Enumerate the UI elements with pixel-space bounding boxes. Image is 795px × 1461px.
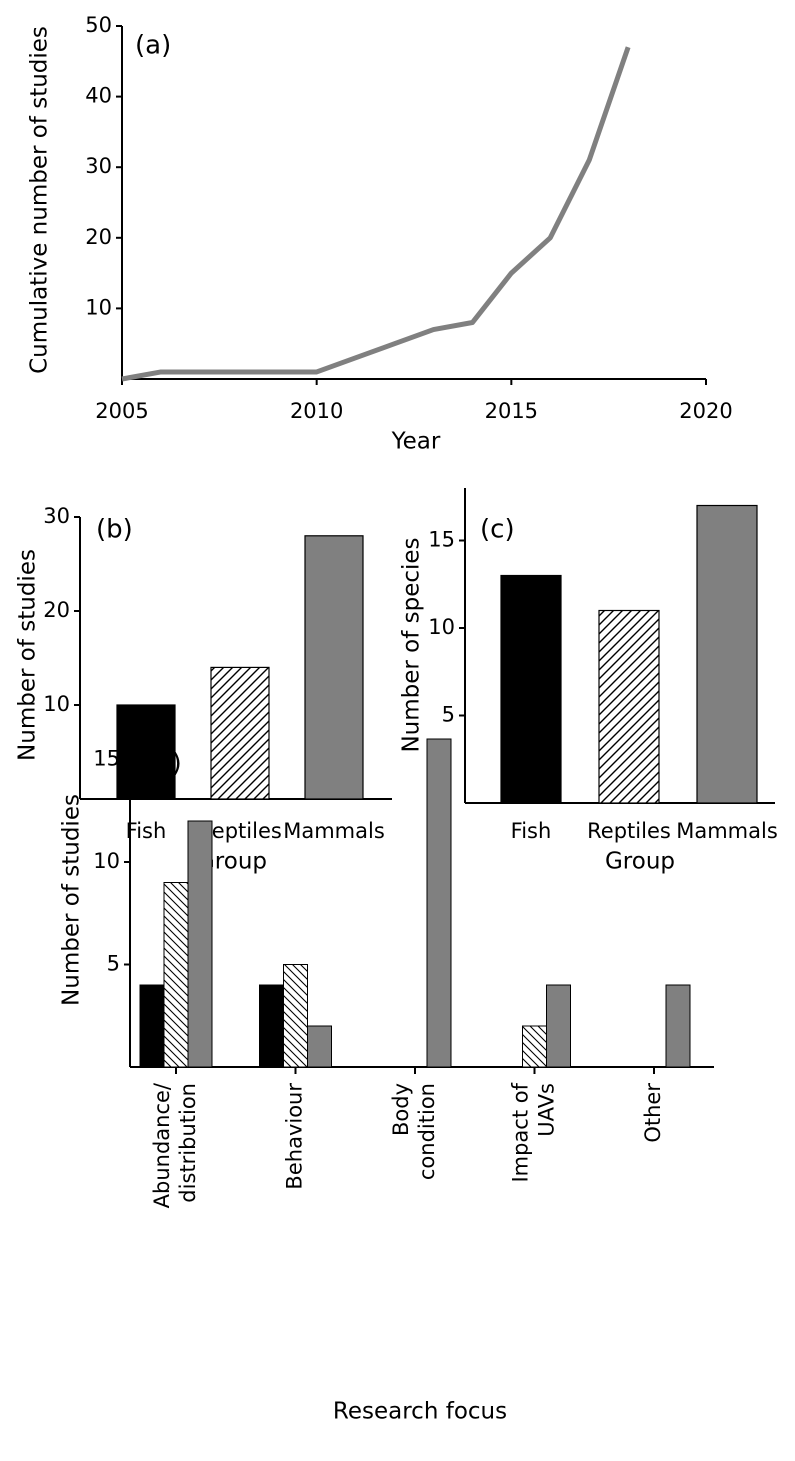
x-tick-label: 2005 <box>95 399 148 423</box>
bar <box>598 609 660 804</box>
x-tick-label: Reptiles <box>587 819 671 843</box>
x-tick-label: Mammals <box>283 819 385 843</box>
x-tick-label: UAVs <box>535 1083 559 1137</box>
data-line <box>121 46 631 382</box>
y-tick-label: 30 <box>85 154 112 178</box>
x-tick-label: Fish <box>126 819 167 843</box>
y-axis-title: Number of studies <box>59 794 85 1006</box>
y-tick-label: 15 <box>93 747 120 771</box>
bar <box>696 504 758 804</box>
x-tick-label: Mammals <box>676 819 778 843</box>
y-axis-title: Cumulative number of studies <box>27 26 53 374</box>
y-tick-label: 10 <box>93 849 120 873</box>
bar <box>665 984 691 1068</box>
x-tick-label: Other <box>641 1083 665 1143</box>
y-tick-label: 5 <box>442 703 455 727</box>
y-axis-title: Number of studies <box>15 549 41 761</box>
bar <box>210 666 270 800</box>
y-axis-title: Number of species <box>399 537 425 752</box>
x-tick-label: Abundance/ <box>150 1082 174 1208</box>
bar <box>259 984 284 1068</box>
bar <box>139 984 165 1068</box>
y-tick-label: 5 <box>107 952 120 976</box>
panel-label: (a) <box>135 31 171 61</box>
panel-label: (b) <box>96 515 133 545</box>
y-tick-label: 40 <box>85 84 112 108</box>
x-tick-label: 2020 <box>679 399 732 423</box>
y-tick-label: 10 <box>428 615 455 639</box>
panel-label: (d) <box>145 749 182 779</box>
x-tick-label: 2015 <box>485 399 538 423</box>
x-axis-title: Year <box>391 429 441 455</box>
x-tick-label: Body <box>389 1083 413 1136</box>
y-tick-label: 30 <box>43 504 70 528</box>
bar <box>307 1025 332 1068</box>
x-tick-label: condition <box>415 1083 439 1180</box>
y-tick-label: 20 <box>85 225 112 249</box>
bar <box>304 535 364 800</box>
y-tick-label: 10 <box>85 295 112 319</box>
bar <box>522 1025 547 1068</box>
y-tick-label: 15 <box>428 528 455 552</box>
x-tick-label: Behaviour <box>283 1083 307 1190</box>
panel-label: (c) <box>480 515 515 545</box>
bar <box>546 984 571 1068</box>
x-tick-label: 2010 <box>290 399 343 423</box>
bar <box>187 820 213 1068</box>
bar <box>283 964 308 1068</box>
y-tick-label: 50 <box>85 13 112 37</box>
x-axis-title: Research focus <box>333 1399 507 1425</box>
x-tick-label: Fish <box>511 819 552 843</box>
x-tick-label: distribution <box>176 1083 200 1203</box>
bar <box>116 704 176 800</box>
y-tick-label: 20 <box>43 598 70 622</box>
bar <box>163 882 189 1068</box>
x-axis-title: Group <box>605 849 675 875</box>
bar <box>426 738 452 1068</box>
bar <box>500 574 562 804</box>
y-tick-label: 10 <box>43 692 70 716</box>
x-tick-label: Impact of <box>509 1082 533 1182</box>
